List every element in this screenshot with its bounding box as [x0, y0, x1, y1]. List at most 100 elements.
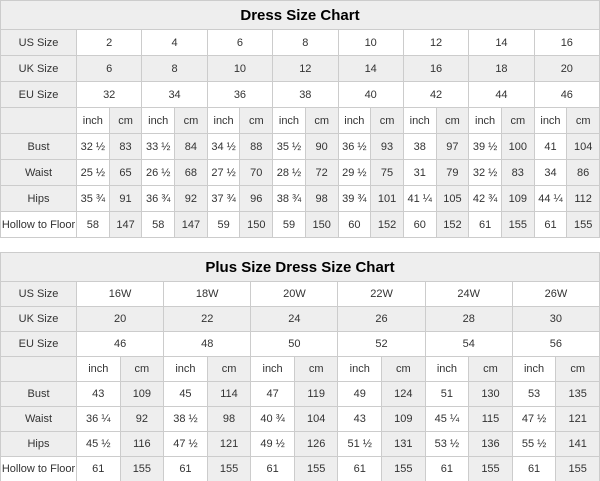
plus-size-dress-size-chart-container: Plus Size Dress Size Chart US Size 16W 18W 2… [0, 252, 600, 481]
measurement-value-cell: 119 [293, 381, 339, 407]
measurement-value-cell: 31 [402, 159, 437, 186]
size-value-cell: 52 [337, 331, 426, 357]
size-row: EU Size 32 34 36 38 40 42 44 46 [0, 81, 600, 108]
table-gap [0, 238, 600, 252]
measurement-value-cell: 58 [141, 211, 176, 238]
measurement-value-cell: 124 [381, 381, 426, 407]
measurement-value-cell: 150 [239, 211, 274, 238]
measurement-value-cell: 45 [163, 381, 208, 407]
size-value-cell: 10 [206, 55, 274, 82]
measurement-value-cell: 86 [566, 159, 600, 186]
measurement-value-cell: 25 ½ [76, 159, 110, 186]
size-chart-table: Dress Size Chart US Size 2 4 6 8 10 12 14 16 UK Si… [0, 0, 600, 238]
measurement-value-cell: 100 [500, 133, 535, 160]
size-value-cell: 22W [337, 281, 426, 307]
measurement-value-cell: 112 [566, 185, 600, 212]
size-value-cell: 20 [533, 55, 600, 82]
measurement-value-cell: 38 ¾ [272, 185, 306, 212]
unit-label-cell: cm [119, 356, 165, 382]
measurement-row: Bust 32 ½ 83 33 ½ 84 34 ½ 88 35 ½ 90 36 ½ 93 38 97 39… [0, 133, 600, 160]
measurement-value-cell: 88 [239, 133, 274, 160]
measurement-value-cell: 41 ¼ [402, 185, 437, 212]
measurement-value-cell: 45 ¼ [424, 406, 470, 432]
size-value-cell: 22 [163, 306, 252, 332]
measurement-value-cell: 39 ¾ [337, 185, 372, 212]
row-label-cell: EU Size [0, 81, 77, 108]
measurement-value-cell: 55 ½ [511, 431, 557, 457]
measurement-value-cell: 155 [381, 456, 426, 481]
measurement-value-cell: 37 ¾ [206, 185, 241, 212]
size-value-cell: 28 [424, 306, 513, 332]
measurement-value-cell: 49 ½ [250, 431, 295, 457]
measurement-value-cell: 60 [402, 211, 437, 238]
unit-label-cell: inch [206, 107, 241, 134]
measurement-value-cell: 47 [250, 381, 295, 407]
size-value-cell: 18W [163, 281, 252, 307]
size-value-cell: 30 [511, 306, 600, 332]
size-value-cell: 6 [75, 55, 143, 82]
measurement-value-cell: 49 [337, 381, 383, 407]
size-value-cell: 12 [272, 55, 339, 82]
measurement-value-cell: 61 [424, 456, 470, 481]
size-value-cell: 2 [75, 29, 143, 56]
size-row: US Size 2 4 6 8 10 12 14 16 [0, 29, 600, 56]
measurement-value-cell: 97 [435, 133, 470, 160]
size-value-cell: 16W [75, 281, 165, 307]
measurement-value-cell: 38 ½ [163, 406, 208, 432]
measurement-value-cell: 34 [533, 159, 568, 186]
size-row: UK Size 6 8 10 12 14 16 18 20 [0, 55, 600, 82]
measurement-value-cell: 79 [435, 159, 470, 186]
row-label-cell: US Size [0, 281, 77, 307]
measurement-value-cell: 150 [304, 211, 339, 238]
measurement-value-cell: 61 [250, 456, 295, 481]
size-row: UK Size 20 22 24 26 28 30 [0, 306, 600, 332]
measurement-value-cell: 155 [293, 456, 339, 481]
size-value-cell: 34 [141, 81, 208, 108]
measurement-value-cell: 147 [108, 211, 143, 238]
measurement-value-cell: 121 [555, 406, 600, 432]
corner-empty-cell [0, 107, 77, 134]
measurement-value-cell: 136 [468, 431, 513, 457]
size-value-cell: 40 [337, 81, 404, 108]
measurement-value-cell: 83 [500, 159, 535, 186]
measurement-value-cell: 68 [174, 159, 208, 186]
measurement-value-cell: 26 ½ [141, 159, 176, 186]
size-value-cell: 46 [533, 81, 600, 108]
unit-header-row: inch cm inch cm inch cm inch cm inch cm inch cm inch… [0, 107, 600, 134]
measurement-value-cell: 116 [119, 431, 165, 457]
corner-empty-cell [0, 356, 77, 382]
unit-label-cell: inch [533, 107, 568, 134]
measurement-value-cell: 40 ¾ [250, 406, 295, 432]
row-label-cell: Bust [0, 381, 77, 407]
measurement-value-cell: 42 ¾ [468, 185, 502, 212]
measurement-row: Waist 36 ¼ 92 38 ½ 98 40 ¾ 104 43 109 45 ¼ 115 47 ½… [0, 406, 600, 432]
measurement-value-cell: 155 [555, 456, 600, 481]
measurement-value-cell: 105 [435, 185, 470, 212]
measurement-value-cell: 53 ½ [424, 431, 470, 457]
size-value-cell: 6 [206, 29, 274, 56]
measurement-value-cell: 83 [108, 133, 143, 160]
measurement-value-cell: 35 ¾ [76, 185, 110, 212]
unit-label-cell: inch [250, 356, 295, 382]
size-value-cell: 8 [272, 29, 339, 56]
measurement-value-cell: 61 [337, 456, 383, 481]
table-title: Plus Size Dress Size Chart [0, 252, 600, 282]
measurement-value-cell: 36 ¾ [141, 185, 176, 212]
size-value-cell: 50 [250, 331, 339, 357]
size-value-cell: 48 [163, 331, 252, 357]
size-value-cell: 24 [250, 306, 339, 332]
measurement-value-cell: 60 [337, 211, 372, 238]
measurement-value-cell: 38 [402, 133, 437, 160]
row-label-cell: Hips [0, 431, 77, 457]
size-value-cell: 12 [402, 29, 470, 56]
row-label-cell: Hollow to Floor [0, 456, 77, 481]
unit-label-cell: cm [304, 107, 339, 134]
measurement-value-cell: 61 [76, 456, 121, 481]
measurement-value-cell: 114 [206, 381, 252, 407]
measurement-value-cell: 84 [174, 133, 208, 160]
measurement-value-cell: 35 ½ [272, 133, 306, 160]
unit-label-cell: inch [468, 107, 502, 134]
unit-label-cell: inch [272, 107, 306, 134]
unit-label-cell: inch [402, 107, 437, 134]
unit-label-cell: inch [163, 356, 208, 382]
